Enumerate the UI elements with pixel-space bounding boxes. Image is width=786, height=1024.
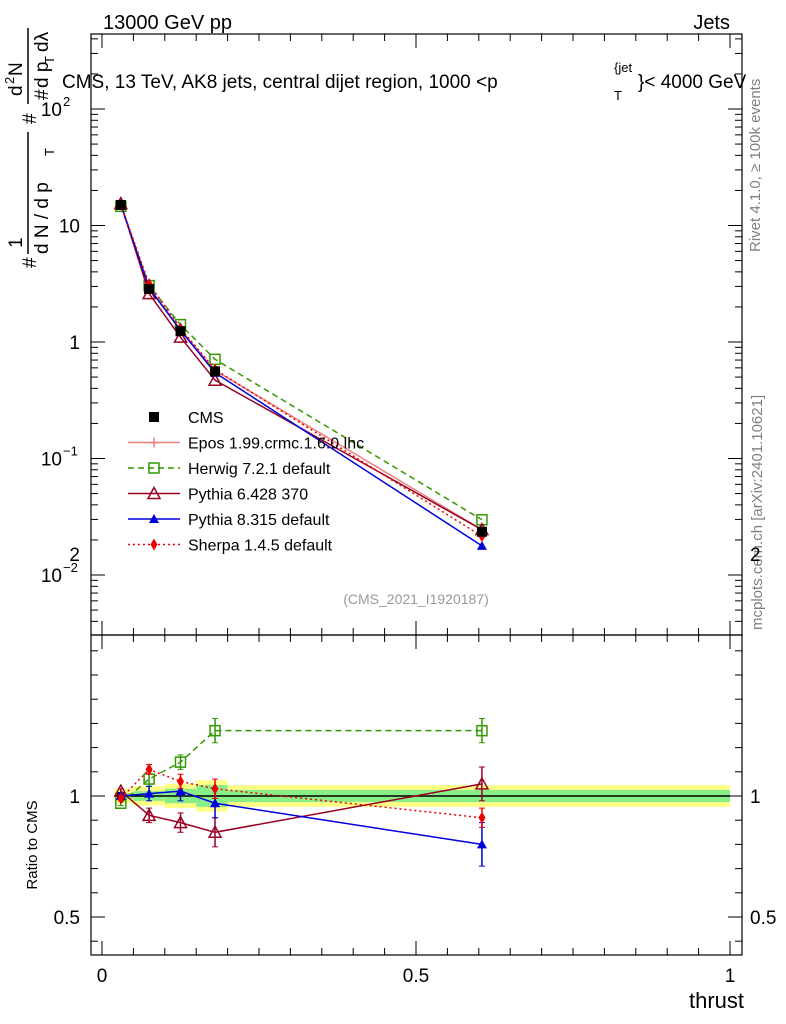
main-y-axis-label: # 1 d N / d p T # d 2 N # d p T dλ — [2, 28, 57, 268]
ratio-point-pythia-8-315-default — [476, 839, 487, 849]
ratio-point-pythia-8-315-default — [210, 798, 221, 808]
legend-label: Pythia 8.315 default — [188, 512, 330, 529]
ratio-point-sherpa-1-4-5-default — [211, 782, 219, 795]
ratio-y-tick-label: 2 — [69, 545, 80, 566]
legend: CMS Epos 1.99.crmc.1.6.0 lhc Herwig 7.2.1 … — [128, 410, 364, 555]
x-axis-label: thrust — [689, 988, 744, 1013]
legend-marker — [149, 412, 159, 422]
data-point-pythia-6-428-370 — [207, 372, 223, 386]
legend-marker — [148, 462, 160, 474]
ratio-point-pythia-8-315-default — [144, 788, 155, 798]
ylabel-denominator-sub: T — [42, 148, 57, 156]
ylabel-d2n-exp: 2 — [2, 77, 17, 84]
series-line-epos-1-99-crmc-1-6-0-lhc — [120, 204, 483, 531]
legend-label: Herwig 7.2.1 default — [188, 461, 331, 478]
ratio-y-tick-label-right: 0.5 — [750, 908, 776, 929]
plot-title-sup: {jet — [614, 60, 632, 75]
legend-label: Sherpa 1.4.5 default — [188, 538, 333, 555]
ratio-y-tick-label: 0.5 — [54, 908, 80, 929]
ylabel-dpt-sub: T — [42, 56, 57, 64]
series-cms — [115, 199, 487, 537]
ylabel-d2n-d: d — [6, 85, 27, 96]
series-pythia-6-428-370 — [113, 196, 490, 536]
ratio-y-axis-label: Ratio to CMS — [24, 800, 41, 889]
plot-title-tail: }< 4000 GeV — [638, 72, 747, 93]
ratio-point-pythia-6-428-370 — [207, 824, 223, 839]
ratio-point-sherpa-1-4-5-default — [177, 775, 184, 788]
analysis-id: (CMS_2021_I1920187) — [343, 591, 489, 607]
legend-item-sherpa-1-4-5-default: Sherpa 1.4.5 default — [128, 538, 333, 555]
ratio-series-pythia-6-428-370 — [113, 766, 490, 848]
y-tick-label-exp: 2 — [63, 94, 70, 109]
legend-marker — [149, 514, 159, 523]
header-right: Jets — [693, 12, 730, 34]
plot-title: CMS, 13 TeV, AK8 jets, central dijet reg… — [62, 60, 747, 103]
legend-label: Epos 1.99.crmc.1.6.0 lhc — [188, 436, 364, 453]
data-point-cms — [144, 284, 155, 295]
legend-item-herwig-7-2-1-default: Herwig 7.2.1 default — [128, 461, 331, 478]
y-tick-label-exp: −2 — [63, 560, 78, 575]
ratio-y-tick-label-right: 1 — [750, 787, 761, 808]
ratio-point-sherpa-1-4-5-default — [117, 792, 125, 805]
y-tick-label-base: 10 — [41, 450, 62, 471]
ylabel-d2n-n: N — [6, 62, 27, 76]
x-tick-label: 1 — [725, 966, 736, 987]
ylabel-one: 1 — [6, 237, 27, 248]
legend-item-epos-1-99-crmc-1-6-0-lhc: Epos 1.99.crmc.1.6.0 lhc — [128, 436, 364, 453]
ratio-point-herwig-7-2-1-default — [476, 724, 488, 737]
legend-label: Pythia 6.428 370 — [188, 487, 308, 504]
x-tick-label: 0.5 — [403, 966, 429, 987]
plot-title-main: CMS, 13 TeV, AK8 jets, central dijet reg… — [62, 72, 498, 93]
ylabel-hash-2: # — [20, 113, 41, 124]
ylabel-hash-3: # — [32, 89, 53, 100]
ylabel-denominator: d N / d p — [32, 182, 53, 254]
y-tick-label-base: 10 — [41, 100, 62, 121]
ratio-y-tick-label-right: 2 — [750, 545, 761, 566]
ratio-point-sherpa-1-4-5-default — [478, 811, 486, 824]
ratio-plot-panel: 0 0.5 1 0.5 0.5 1 1 2 2 — [54, 545, 777, 987]
ylabel-dpt: d p — [32, 62, 53, 88]
legend-marker — [150, 538, 158, 551]
y-tick-label: 10 — [59, 217, 80, 238]
data-point-pythia-6-428-370 — [173, 329, 188, 343]
ratio-point-herwig-7-2-1-default — [209, 724, 221, 737]
data-point-cms — [210, 366, 221, 377]
ratio-point-herwig-7-2-1-default — [174, 756, 187, 768]
series-epos-1-99-crmc-1-6-0-lhc — [115, 199, 487, 535]
plot-title-sub: T — [614, 88, 622, 103]
header-left: 13000 GeV pp — [103, 12, 232, 34]
legend-item-cms: CMS — [149, 410, 224, 427]
y-tick-label: 1 — [69, 333, 80, 354]
ratio-y-tick-label: 1 — [69, 787, 80, 808]
series-line-sherpa-1-4-5-default — [120, 204, 483, 537]
legend-item-pythia-8-315-default: Pythia 8.315 default — [128, 512, 330, 529]
legend-marker — [146, 485, 162, 500]
x-tick-label: 0 — [97, 966, 108, 987]
data-point-cms — [175, 326, 186, 337]
legend-item-pythia-6-428-370: Pythia 6.428 370 — [128, 485, 308, 504]
y-tick-label-exp: −1 — [63, 444, 78, 459]
data-point-pythia-8-315-default — [476, 540, 487, 550]
rivet-version-label: Rivet 4.1.0, ≥ 100k events — [747, 79, 764, 252]
series-line-pythia-6-428-370 — [120, 203, 483, 531]
y-tick-label-base: 10 — [41, 566, 62, 587]
ratio-point-pythia-6-428-370 — [173, 815, 188, 829]
data-point-cms — [115, 199, 126, 210]
ratio-point-pythia-8-315-default — [175, 786, 186, 796]
ratio-series-sherpa-1-4-5-default — [117, 763, 486, 828]
legend-label: CMS — [188, 410, 224, 427]
ratio-point-pythia-6-428-370 — [474, 776, 490, 790]
ratio-point-sherpa-1-4-5-default — [145, 763, 153, 776]
data-point-cms — [476, 526, 487, 537]
mcplots-label: mcplots.cern.ch [arXiv:2401.10621] — [749, 395, 766, 630]
ylabel-hash-1: # — [20, 257, 41, 268]
ylabel-dlambda: dλ — [32, 31, 53, 52]
ratio-point-pythia-6-428-370 — [141, 807, 157, 822]
